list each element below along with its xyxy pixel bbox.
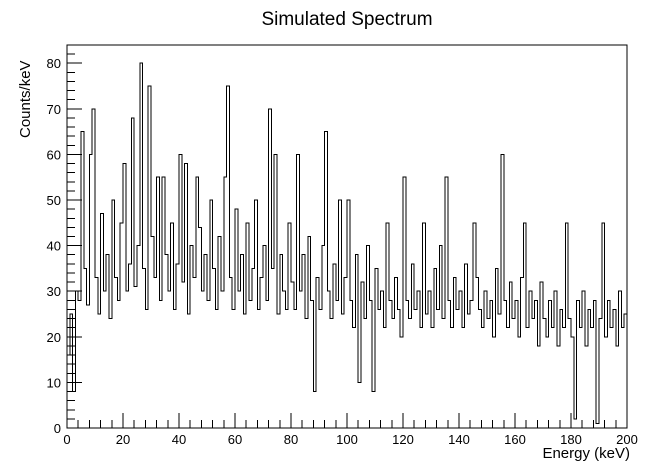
y-tick-label: 30 — [47, 284, 61, 299]
x-tick-label: 140 — [448, 432, 470, 447]
plot-title: Simulated Spectrum — [261, 9, 432, 30]
x-tick-label: 0 — [63, 432, 70, 447]
y-axis-title: Counts/keV — [17, 60, 34, 138]
x-tick-label: 80 — [284, 432, 298, 447]
x-tick-label: 200 — [616, 432, 638, 447]
y-tick-label: 80 — [47, 56, 61, 71]
x-tick-label: 180 — [560, 432, 582, 447]
y-tick-label: 50 — [47, 193, 61, 208]
x-tick-label: 100 — [336, 432, 358, 447]
x-tick-label: 160 — [504, 432, 526, 447]
x-tick-label: 40 — [172, 432, 186, 447]
y-tick-label: 20 — [47, 330, 61, 345]
x-axis-title: Energy (keV) — [542, 445, 630, 462]
y-tick-label: 10 — [47, 375, 61, 390]
x-tick-label: 120 — [392, 432, 414, 447]
y-tick-label: 70 — [47, 102, 61, 117]
y-tick-label: 0 — [54, 421, 61, 436]
x-tick-label: 60 — [228, 432, 242, 447]
axis-ticks — [66, 44, 628, 429]
y-tick-label: 40 — [47, 239, 61, 254]
histogram-series — [66, 62, 628, 428]
axis-tick-labels: 0 20 40 60 80 100 120 140 160 180 200 0 10 20 30 40 50 60… — [47, 56, 638, 447]
x-tick-label: 20 — [116, 432, 130, 447]
y-tick-label: 60 — [47, 147, 61, 162]
